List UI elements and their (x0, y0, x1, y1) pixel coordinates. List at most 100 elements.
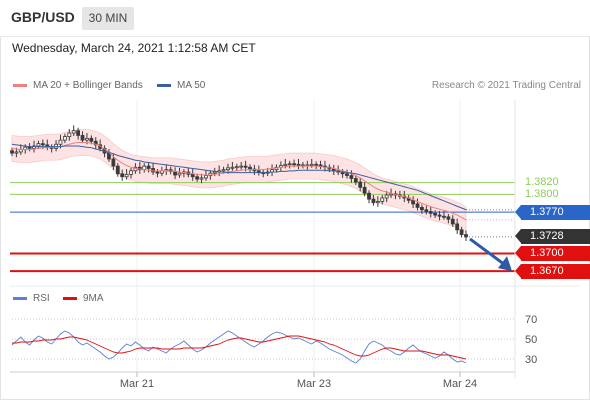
legend-ma50: MA 50 (157, 80, 205, 91)
candle-body (450, 218, 455, 225)
candle-body (415, 203, 420, 208)
candle-body (371, 198, 376, 204)
candle-body (124, 173, 129, 178)
candle-body (89, 137, 94, 142)
candle-body (212, 171, 217, 174)
ma20-line (11, 141, 467, 221)
x-tick-label: Mar 21 (120, 378, 154, 390)
candle-body (437, 214, 442, 217)
candle-body (345, 173, 349, 176)
legend-ma20-label: MA 20 + Bollinger Bands (33, 80, 143, 91)
candle-body (424, 209, 429, 212)
rsi-ma-swatch (63, 297, 77, 300)
candle-body (40, 143, 45, 146)
level-label-1.3820: 1.3820 (525, 176, 559, 189)
ma20-swatch (13, 84, 27, 87)
candle-body (67, 132, 72, 137)
candle-body (420, 207, 424, 211)
candle-body (36, 143, 41, 147)
candle-body (411, 199, 416, 205)
candle-body (230, 166, 235, 169)
forecast-arrow-head (498, 256, 512, 272)
bollinger-bands (11, 129, 467, 234)
candle-body (353, 178, 358, 183)
legend-ma20-bb: MA 20 + Bollinger Bands (13, 80, 143, 91)
candle-body (58, 139, 63, 145)
legend-rsi-ma: 9MA (63, 293, 104, 304)
forecast-arrow-shaft (469, 237, 505, 266)
candle-body (199, 177, 204, 180)
candle-body (283, 163, 288, 166)
level-label-1.3800: 1.3800 (525, 187, 559, 200)
candle-body (367, 192, 371, 200)
timestamp: Wednesday, March 24, 2021 1:12:58 AM CET (12, 41, 256, 55)
candle-body (190, 173, 195, 178)
candle-body (234, 166, 239, 169)
legend-rsi-label: RSI (33, 293, 50, 304)
candle-body (120, 173, 125, 178)
candle-body (243, 165, 248, 168)
ma50-line (11, 143, 467, 211)
x-tick-label: Mar 23 (297, 378, 331, 390)
candle-body (292, 163, 296, 166)
candle-body (71, 130, 76, 134)
candle-body (287, 163, 292, 166)
x-tick-label: Mar 24 (443, 378, 477, 390)
candle-body (442, 215, 446, 218)
candle-body (248, 166, 252, 170)
candle-body (129, 170, 133, 175)
rsi-tick-70: 70 (525, 314, 537, 326)
candle-body (389, 193, 393, 196)
candle-body (349, 175, 354, 179)
candle-body (115, 165, 120, 175)
rsi-tick-30: 30 (525, 354, 537, 366)
candle-body (380, 197, 385, 202)
candle-body (62, 136, 67, 141)
rsi-tick-50: 50 (525, 334, 537, 346)
candle-body (459, 229, 464, 235)
level-label-1.3700: 1.3700 (515, 245, 590, 261)
legend-rsi-ma-label: 9MA (83, 293, 104, 304)
legend-ma50-label: MA 50 (177, 80, 206, 91)
candle-body (14, 151, 19, 154)
chart-header: GBP/USD 30 MIN (0, 0, 590, 37)
candle-body (85, 137, 89, 141)
candle-body (455, 223, 460, 231)
credit-text: Research © 2021 Trading Central (431, 80, 581, 91)
candle-body (146, 165, 151, 169)
candle-body (296, 163, 301, 166)
candle-body (76, 130, 81, 136)
rsi-line (11, 330, 467, 364)
candle-body (358, 181, 363, 188)
candle-body (195, 176, 200, 180)
candle-body (10, 150, 14, 154)
candle-body (433, 212, 438, 216)
candle-body (464, 234, 468, 238)
period-button[interactable]: 30 MIN (82, 7, 134, 30)
candle-body (309, 163, 314, 166)
candle-body (239, 165, 244, 168)
level-label-1.3670: 1.3670 (515, 263, 590, 279)
candle-body (93, 140, 98, 146)
legend-rsi: RSI (13, 293, 50, 304)
candle-body (362, 186, 367, 194)
candle-body (177, 172, 182, 176)
candle-body (221, 169, 226, 172)
candle-body (314, 163, 319, 166)
candle-body (80, 135, 85, 141)
symbol-label: GBP/USD (11, 9, 75, 25)
candle-body (446, 216, 451, 220)
candle-body (375, 201, 380, 204)
candle-body (226, 167, 230, 171)
candle-body (318, 164, 323, 167)
rsi-swatch (13, 297, 27, 300)
candle-body (204, 175, 208, 179)
level-label-1.3728: 1.3728 (515, 229, 590, 245)
candle-body (27, 146, 32, 149)
ma50-swatch (157, 84, 171, 87)
level-label-1.3770: 1.3770 (515, 204, 590, 220)
candle-body (384, 194, 389, 199)
candle-body (111, 158, 116, 167)
